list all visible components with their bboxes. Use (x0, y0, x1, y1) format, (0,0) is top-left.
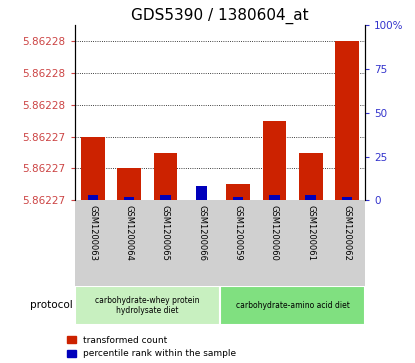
Bar (75, 286, 220, 325)
Text: GSM1200061: GSM1200061 (306, 205, 315, 260)
Bar (233, 197, 244, 200)
Bar (226, 184, 250, 200)
Bar (269, 195, 280, 200)
Text: carbohydrate-whey protein
hydrolysate diet: carbohydrate-whey protein hydrolysate di… (95, 295, 200, 315)
Text: GSM1200064: GSM1200064 (124, 205, 134, 260)
Text: GSM1200063: GSM1200063 (88, 205, 98, 261)
Text: GSM1200066: GSM1200066 (197, 205, 206, 261)
Bar (160, 195, 171, 200)
Title: GDS5390 / 1380604_at: GDS5390 / 1380604_at (131, 8, 309, 24)
Text: GSM1200060: GSM1200060 (270, 205, 279, 260)
Bar (154, 152, 177, 200)
Bar (81, 137, 105, 200)
Bar (220, 286, 365, 325)
Bar (335, 41, 359, 200)
Bar (117, 168, 141, 200)
Text: GSM1200059: GSM1200059 (234, 205, 243, 260)
Text: carbohydrate-amino acid diet: carbohydrate-amino acid diet (236, 301, 349, 310)
Bar (342, 197, 352, 200)
Bar (263, 121, 286, 200)
Bar (88, 195, 98, 200)
Text: protocol: protocol (30, 300, 73, 310)
Bar (305, 195, 316, 200)
Bar (124, 197, 134, 200)
Bar (299, 152, 322, 200)
Text: GSM1200065: GSM1200065 (161, 205, 170, 260)
Legend: transformed count, percentile rank within the sample: transformed count, percentile rank withi… (67, 336, 236, 359)
Text: GSM1200062: GSM1200062 (342, 205, 352, 260)
Bar (196, 186, 207, 200)
